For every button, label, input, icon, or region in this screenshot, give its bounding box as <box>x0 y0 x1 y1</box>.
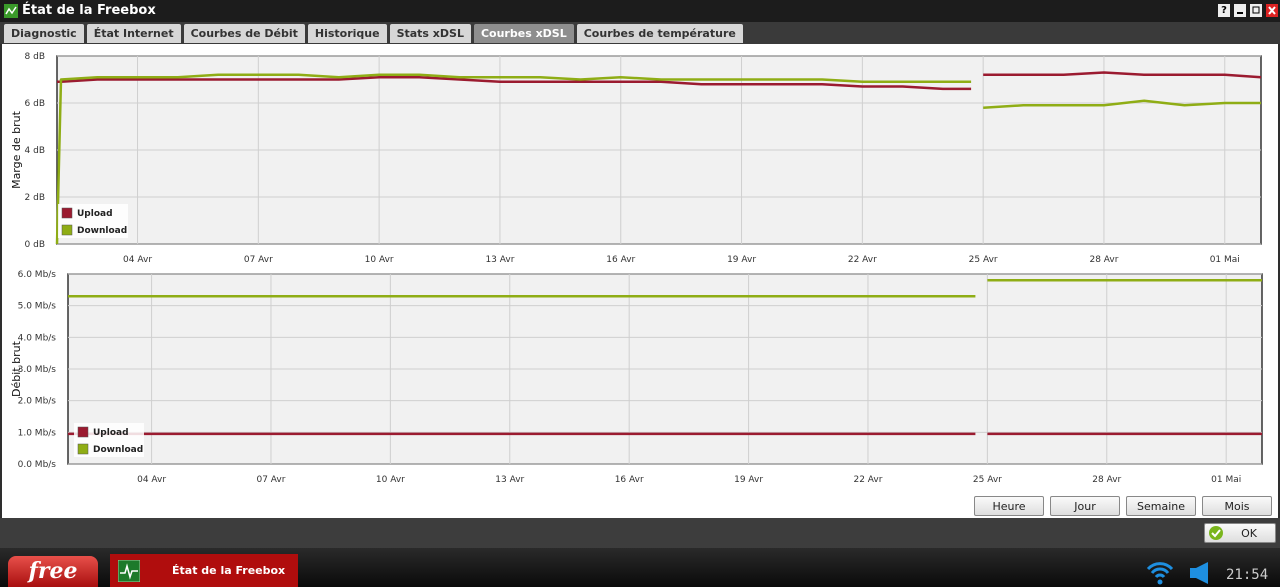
x-tick-label: 16 Avr <box>606 255 635 265</box>
legend-label: Upload <box>77 209 113 219</box>
x-tick-label: 28 Avr <box>1089 255 1118 265</box>
ok-label: OK <box>1241 527 1257 540</box>
ok-icon <box>1209 526 1223 540</box>
y-tick-label: 5.0 Mb/s <box>18 302 57 312</box>
footer: OK <box>0 518 1280 548</box>
help-button[interactable]: ? <box>1218 4 1230 17</box>
clock: 21:54 <box>1226 567 1269 583</box>
tab[interactable]: Diagnostic <box>4 24 84 43</box>
y-tick-label: 2 dB <box>25 193 45 203</box>
legend-swatch <box>61 224 73 236</box>
x-tick-label: 22 Avr <box>853 475 882 485</box>
legend-swatch <box>77 426 89 438</box>
range-button[interactable]: Semaine <box>1126 496 1196 516</box>
x-tick-label: 07 Avr <box>256 475 285 485</box>
ok-button[interactable]: OK <box>1204 523 1276 543</box>
tab[interactable]: Courbes xDSL <box>473 24 574 43</box>
y-tick-label: 6.0 Mb/s <box>18 270 57 280</box>
legend-label: Upload <box>93 428 129 438</box>
tab[interactable]: Historique <box>307 24 387 43</box>
range-buttons: Heure Jour Semaine Mois <box>974 496 1272 516</box>
tray-icons <box>1146 562 1208 585</box>
task-icon <box>118 560 140 582</box>
tab[interactable]: Courbes de Débit <box>183 24 305 43</box>
x-tick-label: 19 Avr <box>727 255 756 265</box>
y-tick-label: 4.0 Mb/s <box>18 333 57 343</box>
tab-bar: Diagnostic État Internet Courbes de Débit H… <box>0 22 1280 44</box>
legend-label: Download <box>77 226 127 236</box>
series-line <box>57 71 1262 91</box>
task-button[interactable]: État de la Freebox <box>110 554 298 587</box>
range-button[interactable]: Heure <box>974 496 1044 516</box>
x-tick-label: 25 Avr <box>973 475 1002 485</box>
x-tick-label: 13 Avr <box>485 255 514 265</box>
tab[interactable]: Courbes de température <box>576 24 743 43</box>
x-tick-label: 10 Avr <box>376 475 405 485</box>
window-title: État de la Freebox <box>22 3 156 18</box>
x-tick-label: 19 Avr <box>734 475 763 485</box>
title-bar: État de la Freebox ? <box>0 0 1280 22</box>
app-icon <box>4 4 18 18</box>
series-line <box>68 279 1262 298</box>
legend-swatch <box>77 443 89 455</box>
window-controls[interactable] <box>1234 4 1278 17</box>
x-tick-label: 13 Avr <box>495 475 524 485</box>
range-button[interactable]: Jour <box>1050 496 1120 516</box>
y-tick-label: 6 dB <box>25 99 45 109</box>
x-tick-label: 04 Avr <box>123 255 152 265</box>
y-tick-label: 2.0 Mb/s <box>18 397 57 407</box>
x-tick-label: 25 Avr <box>969 255 998 265</box>
series-line <box>55 73 1261 245</box>
x-tick-label: 10 Avr <box>365 255 394 265</box>
y-tick-label: 0.0 Mb/s <box>18 460 57 470</box>
charts: 0 dB 2 dB 4 dB 6 dB 8 dB 04 Avr 07 Avr 10 Avr 13… <box>10 52 1263 485</box>
x-tick-label: 01 Mai <box>1210 255 1240 265</box>
task-label: État de la Freebox <box>172 564 286 577</box>
y-tick-label: 8 dB <box>25 52 45 62</box>
x-tick-label: 07 Avr <box>244 255 273 265</box>
y-tick-label: 1.0 Mb/s <box>18 428 57 438</box>
y-tick-label: 4 dB <box>25 146 45 156</box>
tab[interactable]: Stats xDSL <box>389 24 471 43</box>
x-tick-label: 04 Avr <box>137 475 166 485</box>
y-tick-label: 3.0 Mb/s <box>18 365 57 375</box>
y-axis-label: Débit brut <box>10 340 23 397</box>
y-tick-label: 0 dB <box>25 240 45 250</box>
tab[interactable]: État Internet <box>86 24 181 43</box>
legend-swatch <box>61 207 73 219</box>
taskbar: free État de la Freebox 21:54 <box>0 548 1280 587</box>
y-axis-label: Marge de brut <box>10 110 23 189</box>
x-tick-label: 01 Mai <box>1211 475 1241 485</box>
legend-label: Download <box>93 445 143 455</box>
x-tick-label: 22 Avr <box>848 255 877 265</box>
x-tick-label: 16 Avr <box>615 475 644 485</box>
start-button[interactable]: free <box>8 556 98 587</box>
x-tick-label: 28 Avr <box>1092 475 1121 485</box>
range-button[interactable]: Mois <box>1202 496 1272 516</box>
